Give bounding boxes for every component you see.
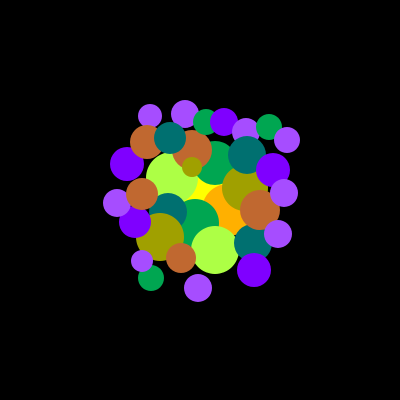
violet-circle: [110, 147, 144, 181]
lime-circle: [191, 226, 239, 274]
violet-circle: [256, 153, 290, 187]
brown-circle: [126, 178, 158, 210]
lavender-circle: [171, 100, 199, 128]
lavender-circle: [274, 127, 300, 153]
green-circle: [256, 114, 282, 140]
lavender-circle: [138, 104, 162, 128]
brown-circle: [166, 243, 196, 273]
violet-circle: [119, 206, 151, 238]
circle-cluster: [103, 100, 300, 302]
lavender-circle: [103, 189, 131, 217]
lavender-circle: [184, 274, 212, 302]
lavender-circle: [264, 220, 292, 248]
olive-circle: [182, 157, 202, 177]
violet-circle: [237, 253, 271, 287]
teal-circle: [154, 122, 186, 154]
violet-circle: [210, 108, 238, 136]
lavender-circle: [270, 179, 298, 207]
lavender-circle: [131, 250, 153, 272]
teal-circle: [234, 224, 272, 262]
brown-circle: [240, 190, 280, 230]
teal-circle: [228, 136, 266, 174]
